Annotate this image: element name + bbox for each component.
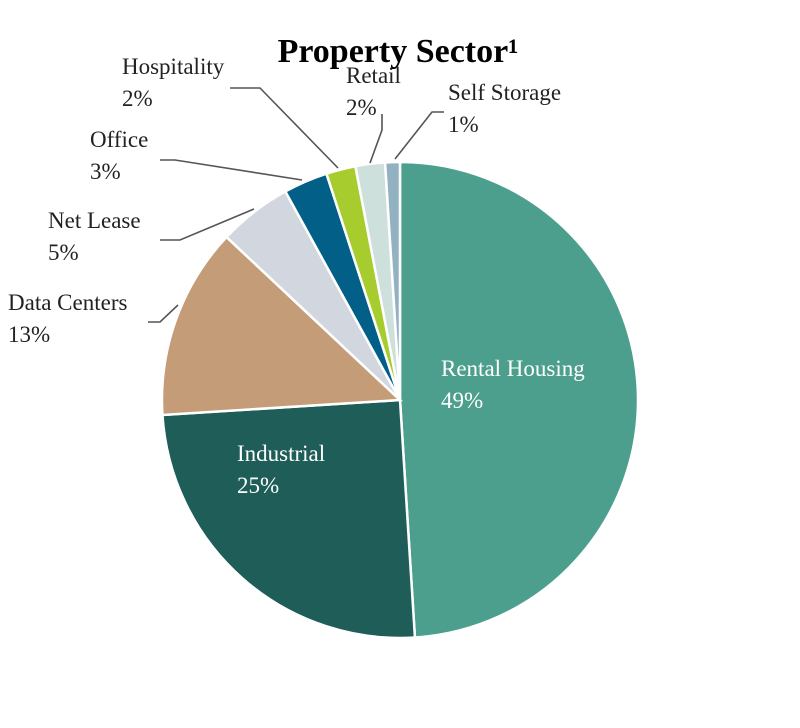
slice-label-value: 2% (122, 86, 153, 111)
slice-label-name: Data Centers (8, 290, 127, 315)
leader-line-self-storage (394, 111, 444, 160)
slice-label-office: Office 3% (90, 127, 148, 184)
slice-label-name: Retail (346, 63, 401, 88)
leader-line-data-centers (148, 304, 179, 323)
slice-label-industrial: Industrial 25% (237, 441, 325, 498)
slice-label-name: Rental Housing (441, 356, 585, 381)
pie-slice-rental-housing (398, 160, 640, 639)
slice-label-value: 49% (441, 388, 483, 413)
slice-label-value: 25% (237, 473, 279, 498)
slice-label-retail: Retail 2% (346, 63, 401, 120)
pie-slice-industrial (161, 398, 417, 640)
slice-label-name: Net Lease (48, 208, 141, 233)
leader-line-retail (369, 114, 383, 164)
leader-line-net-lease (160, 208, 255, 241)
leader-line-office (160, 159, 303, 181)
slice-label-value: 2% (346, 95, 377, 120)
pie-slice-self-storage (383, 160, 402, 401)
leader-lines (148, 87, 444, 323)
slice-labels: Rental Housing 49% Industrial 25% Data Cente… (8, 54, 585, 498)
chart-title: Property Sector¹ (278, 33, 519, 70)
slice-label-net-lease: Net Lease 5% (48, 208, 141, 265)
leader-line-hospitality (230, 87, 339, 169)
slice-label-data-centers: Data Centers 13% (8, 290, 127, 347)
slice-label-self-storage: Self Storage 1% (448, 80, 561, 137)
slice-label-value: 5% (48, 240, 79, 265)
slice-label-name: Hospitality (122, 54, 225, 79)
slice-label-name: Office (90, 127, 148, 152)
pie-slice-data-centers (160, 235, 403, 417)
slice-label-name: Self Storage (448, 80, 561, 105)
slice-label-name: Industrial (237, 441, 325, 466)
slice-label-value: 13% (8, 322, 50, 347)
slice-label-value: 1% (448, 112, 479, 137)
slice-label-value: 3% (90, 159, 121, 184)
pie-slices (160, 160, 640, 640)
slice-label-hospitality: Hospitality 2% (122, 54, 225, 111)
slice-label-rental-housing: Rental Housing 49% (441, 356, 585, 413)
